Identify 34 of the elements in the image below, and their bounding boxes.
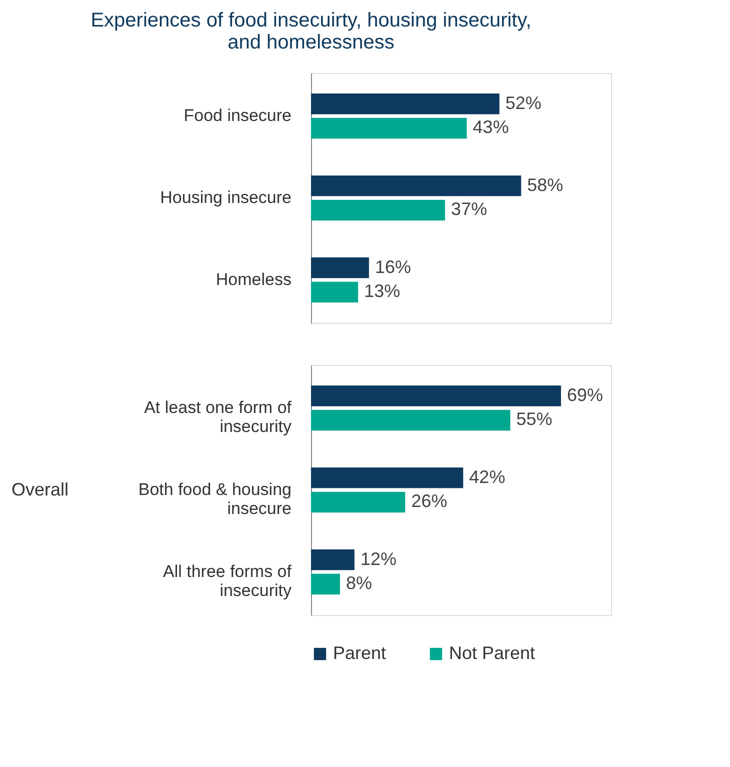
data-label: 16% (374, 256, 411, 277)
y-tick-label: Food insecure (184, 106, 292, 126)
y-tick-label: Housing insecure (160, 188, 292, 207)
data-label: 37% (451, 199, 488, 220)
data-label: 58% (527, 174, 564, 195)
y-axis-title: Overall (12, 480, 69, 500)
legend-label: Parent (333, 643, 386, 663)
data-label: 55% (516, 409, 552, 430)
y-tick-label: Homeless (216, 270, 292, 289)
bar (311, 282, 358, 303)
bar (311, 385, 561, 406)
data-label: 26% (411, 491, 448, 512)
bar (311, 467, 464, 488)
bar (311, 257, 369, 278)
data-label: 8% (346, 573, 372, 594)
data-label: 42% (469, 466, 506, 487)
bar (311, 93, 500, 114)
data-label: 13% (364, 281, 400, 302)
data-label: 43% (472, 117, 509, 138)
bar (311, 549, 354, 570)
bar (311, 175, 522, 196)
bar (311, 200, 446, 221)
legend-label: Not Parent (449, 643, 536, 663)
chart-title: Experiences of food insecuirty, housing insecurity, and homelessness (90, 10, 532, 54)
data-label: 12% (360, 548, 397, 569)
bar (311, 410, 510, 431)
bar (311, 118, 467, 139)
bar (311, 574, 340, 595)
data-label: 69% (567, 384, 604, 405)
bar (311, 492, 406, 513)
y-tick-label: At least one form of insecurity (144, 398, 292, 436)
y-tick-label: Both food & housing insecure (138, 480, 292, 518)
data-label: 52% (505, 92, 542, 113)
y-tick-label: All three forms of insecurity (163, 562, 292, 600)
